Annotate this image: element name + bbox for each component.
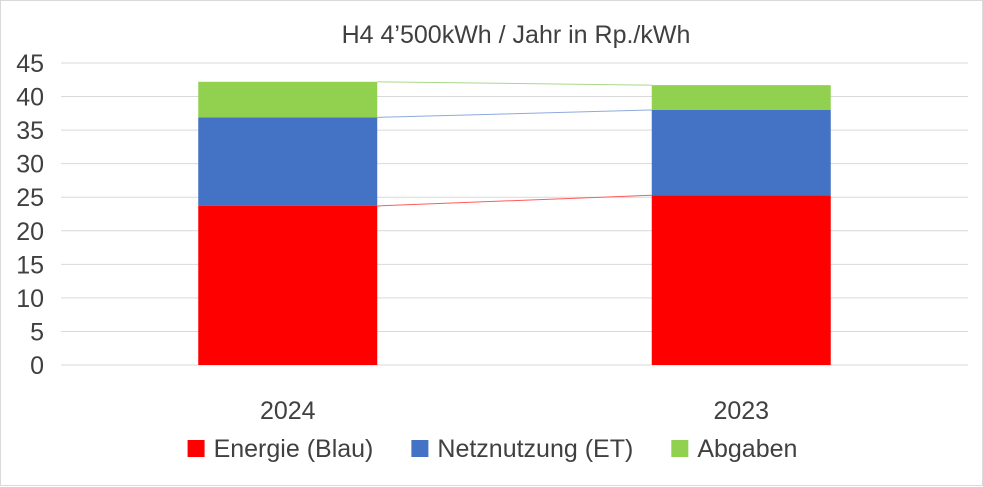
bar-segment-1-2024 — [198, 205, 378, 365]
y-axis-tick-labels: 0 5 10 15 20 25 30 35 40 45 — [16, 50, 44, 380]
x-tick-label: 2024 — [260, 397, 316, 425]
y-tick-label: 20 — [16, 218, 44, 246]
legend-item-1: Energie (Blau) — [187, 435, 374, 463]
chart-title: H4 4’500kWh / Jahr in Rp./kWh — [342, 21, 691, 49]
series-line-3 — [377, 81, 652, 86]
legend-label: Netznutzung (ET) — [437, 435, 633, 463]
y-tick-label: 40 — [16, 84, 44, 112]
gridlines — [61, 62, 968, 366]
legend: Energie (Blau) Netznutzung (ET) Abgaben — [187, 435, 797, 463]
legend-label: Abgaben — [697, 435, 797, 463]
bar-segment-3-2023 — [651, 85, 831, 110]
y-tick-label: 5 — [30, 318, 44, 346]
y-tick-label: 25 — [16, 184, 44, 212]
bar-segment-2-2024 — [198, 117, 378, 206]
y-tick-label: 45 — [16, 50, 44, 78]
x-axis-tick-labels: 2024 2023 — [260, 397, 769, 425]
legend-swatch — [671, 440, 689, 457]
y-tick-label: 0 — [30, 352, 44, 380]
bar-segment-1-2023 — [651, 195, 831, 365]
y-tick-label: 35 — [16, 117, 44, 145]
legend-swatch — [187, 440, 205, 457]
bar-segment-2-2023 — [651, 109, 831, 196]
x-tick-label: 2023 — [713, 397, 769, 425]
legend-label: Energie (Blau) — [214, 435, 374, 463]
series-line-2 — [377, 109, 652, 118]
bar-segment-3-2024 — [198, 81, 378, 118]
y-tick-label: 15 — [16, 251, 44, 279]
series-line-1 — [377, 194, 652, 207]
legend-item-3: Abgaben — [671, 435, 797, 463]
y-tick-label: 10 — [16, 285, 44, 313]
legend-swatch — [411, 440, 429, 457]
legend-item-2: Netznutzung (ET) — [411, 435, 633, 463]
y-tick-label: 30 — [16, 151, 44, 179]
bars — [198, 81, 831, 365]
series-lines — [377, 81, 652, 207]
